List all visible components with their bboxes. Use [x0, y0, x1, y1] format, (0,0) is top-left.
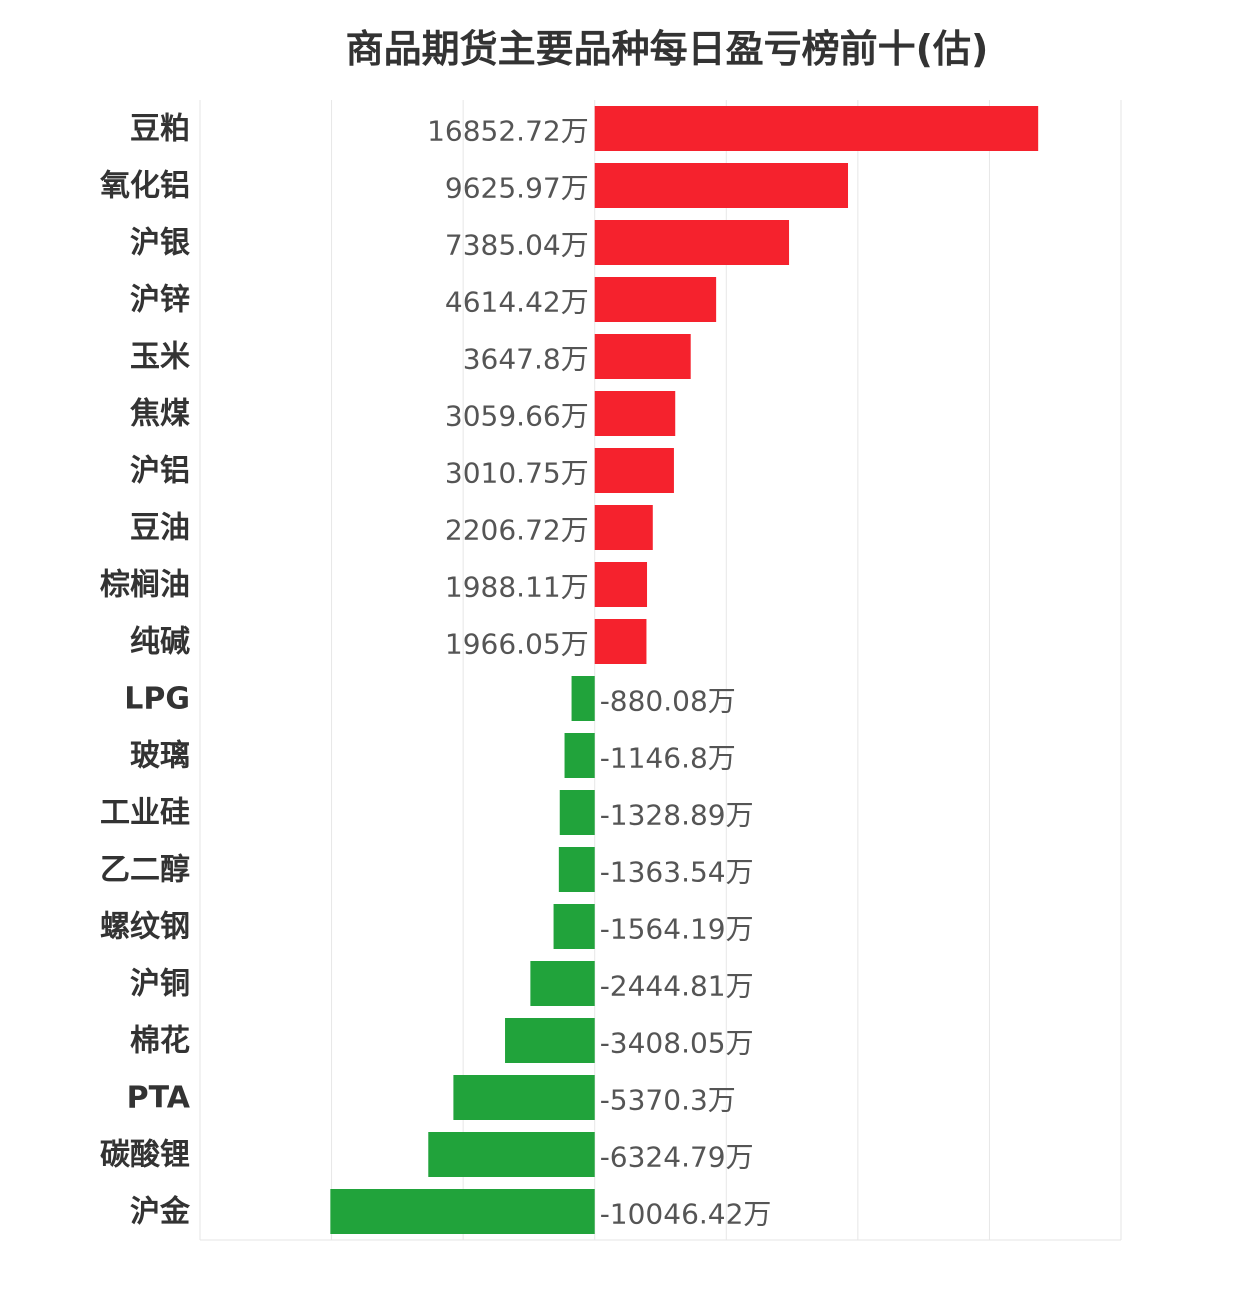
bar	[594, 448, 674, 493]
value-label: -1146.8万	[600, 742, 736, 775]
category-label: 纯碱	[130, 625, 190, 660]
value-label: -3408.05万	[600, 1027, 754, 1060]
bar	[594, 163, 849, 208]
value-label: -10046.42万	[600, 1198, 772, 1231]
value-label: 7385.04万	[445, 229, 589, 262]
value-label: 3059.66万	[445, 400, 589, 433]
value-label: 3647.8万	[463, 343, 589, 376]
bar	[330, 1189, 595, 1234]
bar	[553, 904, 595, 949]
category-label: 焦煤	[130, 397, 190, 432]
category-label: 螺纹钢	[100, 910, 190, 945]
value-label: -5370.3万	[600, 1084, 736, 1117]
category-label: 沪铜	[130, 967, 190, 1002]
category-label: 沪锌	[130, 283, 190, 318]
value-label: -880.08万	[600, 685, 736, 718]
bar	[594, 277, 717, 322]
bar	[453, 1075, 595, 1120]
value-label: -6324.79万	[600, 1141, 754, 1174]
value-label: 3010.75万	[445, 457, 589, 490]
value-label: -1564.19万	[600, 913, 754, 946]
bar	[594, 505, 653, 550]
bar	[571, 676, 595, 721]
bar	[558, 847, 595, 892]
category-label: 沪铝	[130, 454, 190, 489]
grid-lines	[199, 100, 1122, 1241]
value-label: 4614.42万	[445, 286, 589, 319]
value-label: 2206.72万	[445, 514, 589, 547]
bar	[594, 220, 790, 265]
category-label: 沪金	[130, 1195, 191, 1230]
bar	[594, 619, 647, 664]
bar	[530, 961, 595, 1006]
category-label: 玉米	[130, 340, 190, 375]
category-label: 玻璃	[130, 739, 190, 774]
bar	[428, 1132, 595, 1177]
bar	[559, 790, 595, 835]
category-label: 豆粕	[130, 112, 190, 147]
bar	[594, 334, 691, 379]
chart-title: 商品期货主要品种每日盈亏榜前十(估)	[345, 27, 989, 71]
category-label: 碳酸锂	[100, 1138, 190, 1173]
bar	[594, 391, 676, 436]
bar	[594, 106, 1039, 151]
category-label: PTA	[127, 1081, 191, 1116]
category-label: 棉花	[130, 1024, 190, 1059]
category-label: 乙二醇	[100, 853, 190, 888]
category-label: 豆油	[130, 511, 190, 546]
category-label: 棕榈油	[100, 568, 190, 603]
value-label: 16852.72万	[427, 115, 589, 148]
bar	[505, 1018, 595, 1063]
value-label: 1988.11万	[445, 571, 589, 604]
category-label: 工业硅	[100, 796, 190, 831]
value-label: 1966.05万	[445, 628, 589, 661]
bars	[330, 106, 1039, 1234]
value-label: -1328.89万	[600, 799, 754, 832]
category-label: 沪银	[130, 226, 190, 261]
bar	[594, 562, 648, 607]
category-label: LPG	[124, 682, 190, 717]
value-label: -1363.54万	[600, 856, 754, 889]
category-label: 氧化铝	[100, 169, 190, 204]
value-label: 9625.97万	[445, 172, 589, 205]
value-label: -2444.81万	[600, 970, 754, 1003]
bar	[564, 733, 595, 778]
